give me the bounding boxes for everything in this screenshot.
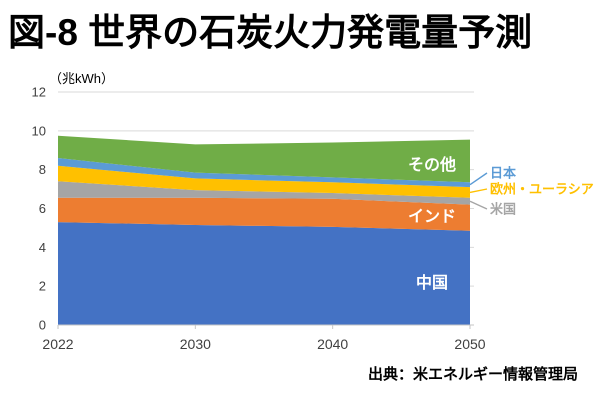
y-axis-tick-label-10: 10 [32, 123, 46, 138]
area-japan [58, 158, 470, 188]
leader-line-japan [469, 172, 488, 186]
series-label-china: 中国 [416, 273, 448, 292]
leader-line-usa [469, 200, 488, 210]
area-others [58, 135, 470, 183]
area-usa [58, 181, 470, 205]
x-axis-tick-label-2040: 2040 [317, 336, 348, 352]
series-label-usa: 米国 [490, 202, 516, 217]
area-china [58, 222, 470, 325]
y-axis-tick-label-6: 6 [39, 201, 46, 216]
leader-line-europe-eurasia [469, 188, 488, 194]
series-label-india: インド [408, 209, 456, 226]
x-axis-tick-label-2030: 2030 [180, 336, 211, 352]
source-note: 出典：米エネルギー情報管理局 [367, 366, 578, 383]
x-axis-tick-label-2022: 2022 [42, 336, 73, 352]
x-axis-tick-label-2050: 2050 [454, 336, 485, 352]
series-label-others: その他 [408, 155, 456, 174]
y-axis-tick-label-0: 0 [39, 318, 46, 333]
area-india [58, 197, 470, 231]
y-axis-tick-label-4: 4 [39, 240, 46, 255]
y-axis-tick-label-8: 8 [39, 162, 46, 177]
y-axis-tick-label-12: 12 [32, 85, 46, 100]
y-axis-tick-label-2: 2 [39, 279, 46, 294]
series-label-japan: 日本 [490, 166, 516, 181]
y-axis-unit-label: （兆kWh） [49, 71, 115, 86]
series-label-europe-eurasia: 欧州・ユーラシア [490, 182, 594, 197]
figure-title: 図-8 世界の石炭火力発電量予測 [8, 12, 533, 53]
area-europe-eurasia [58, 165, 470, 198]
